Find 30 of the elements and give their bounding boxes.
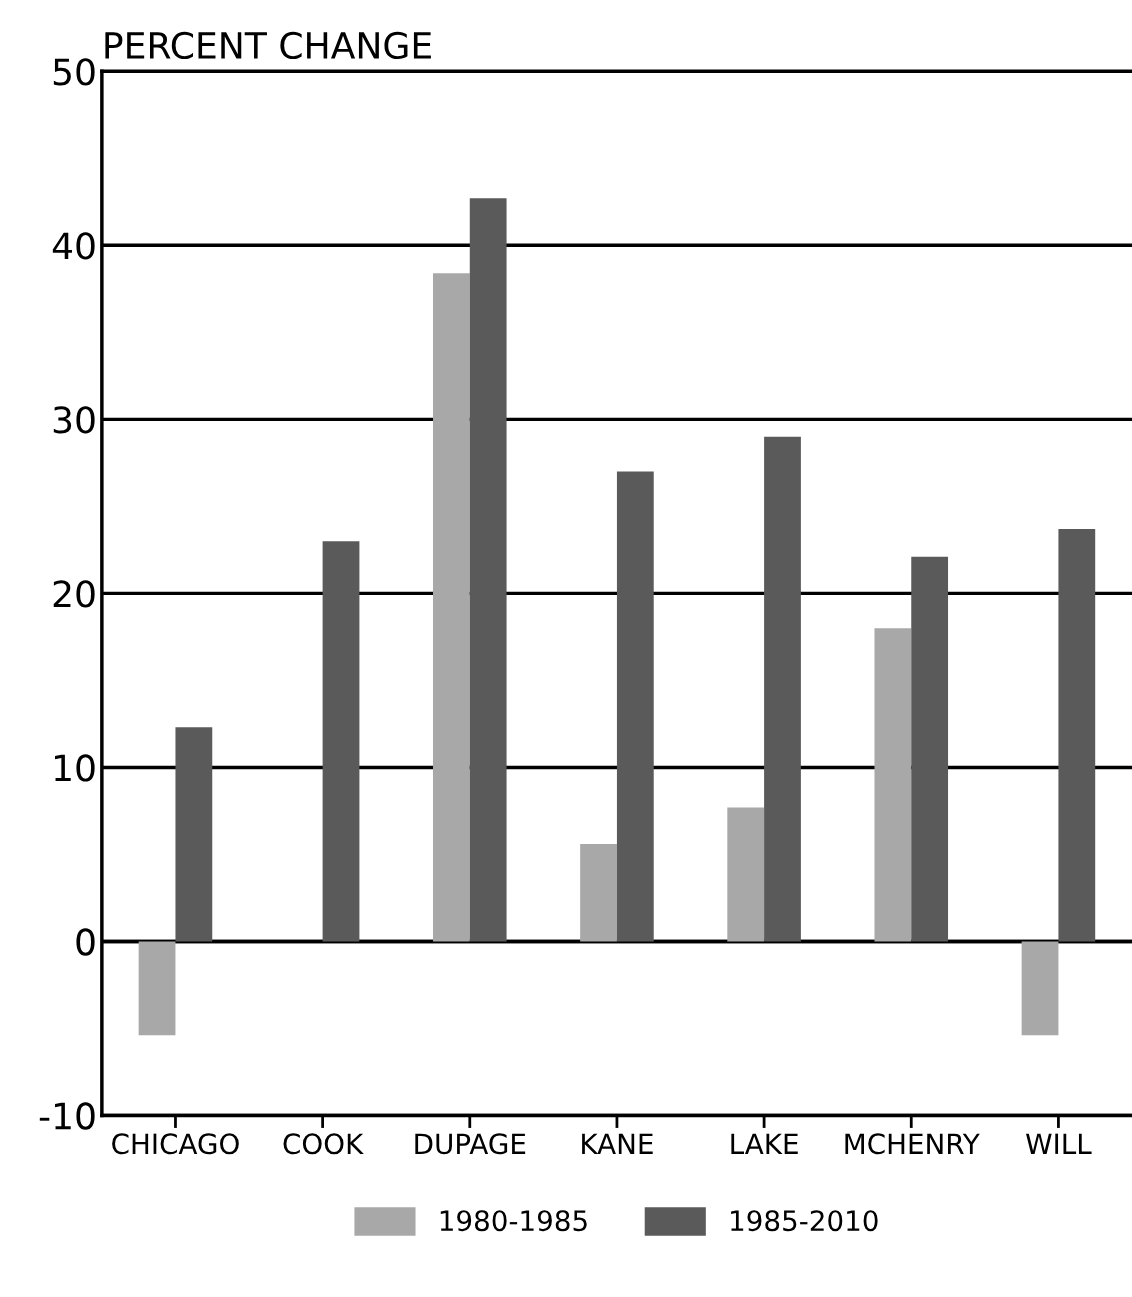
bar xyxy=(1021,941,1059,1036)
bar xyxy=(580,843,617,942)
bar xyxy=(764,436,801,942)
bar xyxy=(175,727,213,942)
y-tick-label: 20 xyxy=(53,580,95,608)
x-tick-label: MCHENRY xyxy=(845,1133,980,1155)
y-axis-title: PERCENT CHANGE xyxy=(105,31,431,60)
bar xyxy=(432,273,470,942)
bar xyxy=(727,807,765,942)
x-tick-label: DUPAGE xyxy=(415,1133,526,1155)
bar xyxy=(874,628,912,942)
x-tick-label: COOK xyxy=(283,1133,364,1155)
x-tick-label: WILL xyxy=(1026,1133,1092,1154)
bar xyxy=(911,556,949,942)
bar xyxy=(616,471,654,942)
x-tick-label: CHICAGO xyxy=(112,1133,239,1155)
y-tick-label: 10 xyxy=(55,754,95,782)
bar xyxy=(322,541,360,942)
legend-label: 1985-2010 xyxy=(731,1210,878,1232)
bar xyxy=(469,198,507,942)
legend-label: 1980-1985 xyxy=(440,1210,587,1232)
x-tick-label: LAKE xyxy=(731,1133,798,1154)
y-tick-label: -10 xyxy=(39,1102,95,1130)
bar xyxy=(1058,528,1096,942)
y-tick-label: 30 xyxy=(53,406,95,434)
y-tick-label: 40 xyxy=(52,232,95,260)
y-tick-label: 0 xyxy=(76,928,95,956)
bar xyxy=(138,941,176,1036)
y-tick-label: 50 xyxy=(53,58,95,86)
x-tick-label: KANE xyxy=(582,1133,653,1154)
